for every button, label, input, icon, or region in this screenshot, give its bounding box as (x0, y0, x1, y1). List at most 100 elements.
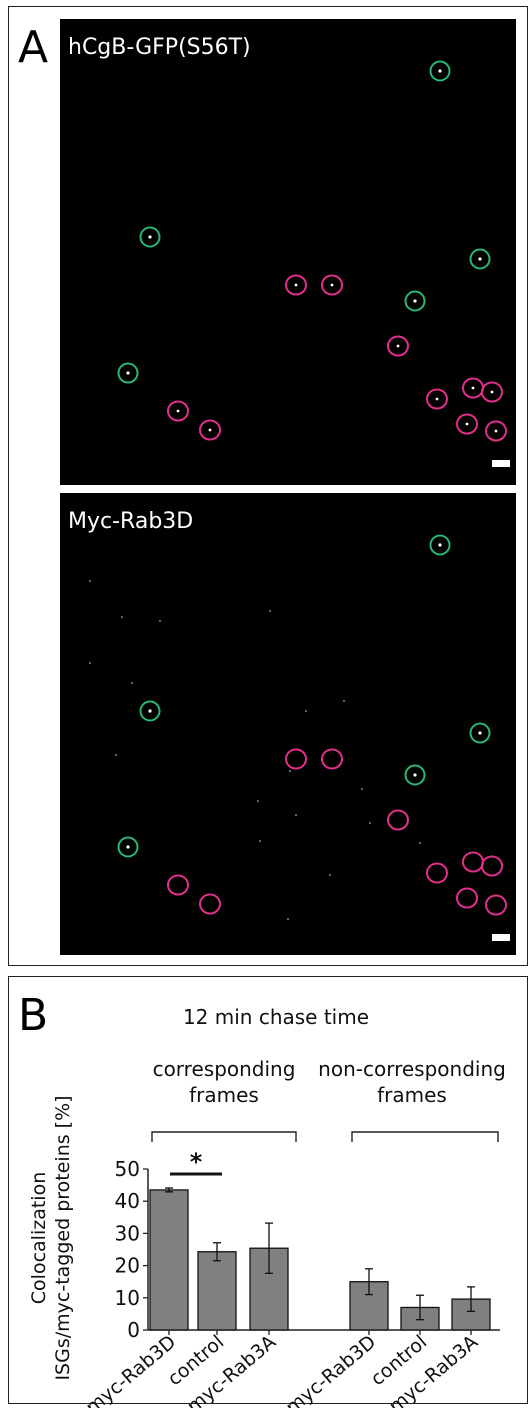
granule-spot (148, 709, 152, 713)
bar-1 (197, 1251, 237, 1331)
colocalization-bar-chart: 12 min chase time Colocalization ISGs/my… (28, 1005, 506, 1408)
granule-circle-green (139, 226, 161, 248)
granule-circle-magenta (387, 809, 409, 831)
granule-spot (396, 344, 400, 348)
granule-circle-green (139, 700, 161, 722)
micrograph-top-label: hCgB-GFP(S56T) (68, 35, 251, 60)
scale-bar (492, 460, 510, 467)
granule-circle-magenta (426, 862, 448, 884)
x-tick-label: myc-Rab3D (82, 1331, 181, 1408)
granule-circle-magenta (167, 874, 189, 896)
granule-spot (330, 283, 334, 287)
micrograph-myc-rab3d: Myc-Rab3D (60, 493, 516, 955)
background-speck (329, 874, 331, 876)
granule-circle-green (404, 290, 426, 312)
granule-circle-magenta (456, 887, 478, 909)
group-label-line: frames (377, 1083, 447, 1107)
granule-spot (294, 283, 298, 287)
granule-spot (478, 731, 482, 735)
group-label-line: non-corresponding (318, 1057, 506, 1081)
group-label-line: frames (189, 1083, 259, 1107)
background-speck (289, 770, 291, 772)
granule-circle-green (404, 764, 426, 786)
group-bracket (151, 1131, 297, 1142)
granule-circle-magenta (285, 274, 307, 296)
background-speck (89, 580, 91, 582)
background-speck (257, 800, 259, 802)
background-speck (343, 700, 345, 702)
y-tick-label: 40 (115, 1189, 140, 1213)
chart-title: 12 min chase time (183, 1005, 369, 1029)
granule-spot (471, 386, 475, 390)
micrograph-bottom-markers (89, 534, 507, 920)
granule-spot (126, 845, 130, 849)
background-speck (295, 814, 297, 816)
background-speck (115, 754, 117, 756)
scale-bar (492, 934, 510, 941)
y-axis-label-line-1: Colocalization (28, 1172, 50, 1304)
granule-spot (490, 390, 494, 394)
y-tick-label: 50 (115, 1157, 140, 1181)
granule-circle-magenta (481, 381, 503, 403)
granule-circle-green (117, 836, 139, 858)
background-speck (419, 842, 421, 844)
y-tick-label: 20 (115, 1254, 140, 1278)
bar-3 (349, 1281, 389, 1331)
background-speck (269, 610, 271, 612)
granule-spot (465, 422, 469, 426)
granule-circle-green (117, 362, 139, 384)
granule-spot (438, 69, 442, 73)
granule-circle-magenta (199, 893, 221, 915)
granule-circle-magenta (387, 335, 409, 357)
granule-circle-green (429, 534, 451, 556)
panel-a-frame (8, 6, 528, 966)
background-speck (361, 788, 363, 790)
background-speck (131, 682, 133, 684)
significance-star: * (190, 1148, 203, 1176)
group-label-line: corresponding (153, 1057, 296, 1081)
granule-circle-magenta (485, 894, 507, 916)
granule-spot (413, 299, 417, 303)
granule-circle-magenta (485, 420, 507, 442)
x-tick-label: myc-Rab3D (282, 1331, 381, 1408)
panel-b-letter: B (18, 990, 49, 1041)
granule-circle-magenta (462, 851, 484, 873)
granule-spot (413, 773, 417, 777)
y-tick-label: 0 (127, 1318, 140, 1342)
granule-circle-green (429, 60, 451, 82)
panel-a-letter: A (18, 22, 49, 73)
y-tick-label: 10 (115, 1286, 140, 1310)
background-speck (89, 662, 91, 664)
granule-spot (126, 371, 130, 375)
granule-circle-magenta (167, 400, 189, 422)
granule-circle-magenta (456, 413, 478, 435)
granule-circle-magenta (321, 748, 343, 770)
background-speck (121, 616, 123, 618)
panel-b-frame (8, 976, 528, 1404)
micrograph-bottom-label: Myc-Rab3D (68, 509, 194, 534)
granule-spot (148, 235, 152, 239)
background-speck (287, 918, 289, 920)
y-tick-label: 30 (115, 1221, 140, 1245)
granule-spot (208, 428, 212, 432)
background-speck (259, 840, 261, 842)
granule-spot (176, 409, 180, 413)
micrograph-hcgb-gfp: hCgB-GFP(S56T) (60, 19, 516, 485)
background-speck (369, 822, 371, 824)
granule-spot (435, 397, 439, 401)
y-axis-label-line-2: ISGs/myc-tagged proteins [%] (52, 1095, 74, 1380)
granule-spot (438, 543, 442, 547)
granule-circle-magenta (199, 419, 221, 441)
granule-spot (478, 257, 482, 261)
granule-circle-magenta (426, 388, 448, 410)
granule-spot (494, 429, 498, 433)
granule-circle-magenta (285, 748, 307, 770)
bar-0 (149, 1189, 189, 1331)
granule-circle-green (469, 722, 491, 744)
granule-circle-green (469, 248, 491, 270)
background-speck (305, 710, 307, 712)
background-speck (159, 620, 161, 622)
granule-circle-magenta (481, 855, 503, 877)
granule-circle-magenta (321, 274, 343, 296)
